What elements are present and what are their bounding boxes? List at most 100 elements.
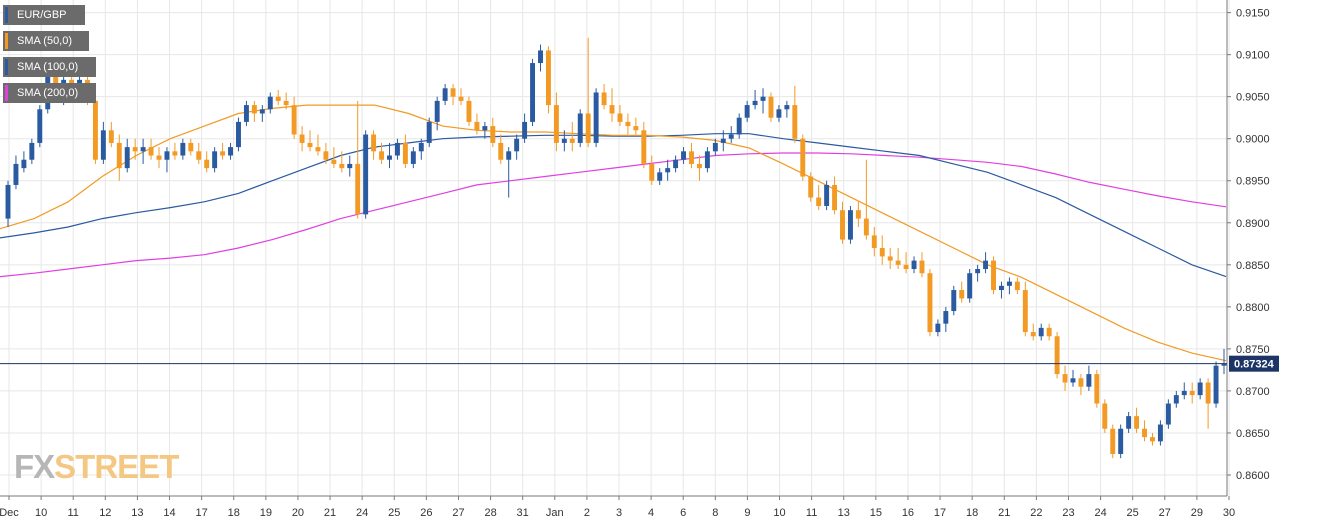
candle-body [37,109,43,143]
candle-body [394,142,400,156]
candle-body [704,151,710,169]
candle-body [879,248,885,257]
x-tick-label: 27 [1159,507,1171,519]
candle-body [339,163,345,169]
candle-body [347,163,353,169]
candle-body [243,105,249,122]
candle-body [943,311,949,324]
x-tick-label: 31 [517,507,529,519]
candle-body [601,92,607,106]
x-tick-label: 25 [1127,507,1139,519]
candle-body [379,151,385,160]
candle-body [466,100,472,122]
candle-body [919,260,925,274]
candle-body [13,163,19,185]
candle-body [538,50,543,64]
x-tick-label: 20 [292,507,304,519]
x-tick-label: 9 [744,507,750,519]
candle-body [681,151,687,160]
candle-body [132,147,138,152]
candle-body [911,260,917,270]
candle-body [951,290,957,312]
y-tick-label: 0.8900 [1236,218,1270,230]
candle-body [148,147,154,156]
candle-body [315,147,321,152]
candle-body [402,142,408,164]
y-tick-label: 0.8650 [1236,428,1270,440]
candle-body [1157,424,1163,442]
candle-body [887,256,893,261]
candle-body [863,218,869,236]
candle-body [641,130,647,164]
candle-body [228,147,233,156]
candle-body [442,88,448,101]
candle-body [1142,428,1147,438]
candle-body [625,121,631,127]
candle-body [1078,378,1084,387]
candle-body [1118,428,1124,454]
x-tick-label: 16 [902,507,914,519]
legend-item-sma100: SMA (100,0) [3,57,96,77]
x-tick-label: 30 [1223,507,1235,519]
candle-body [116,142,122,169]
x-tick-label: 28 [484,507,496,519]
candle-body [545,50,551,106]
x-tick-label: 4 [648,507,654,519]
candle-body [1022,290,1028,333]
candle-body [450,88,456,97]
candle-body [784,105,790,110]
candle-body [720,138,726,143]
candle-body [530,63,536,122]
candle-body [363,134,369,215]
candle-body [1038,327,1044,337]
candle-body [609,105,615,114]
candle-body [180,142,186,156]
candle-body [1165,403,1171,425]
candle-body [1006,281,1012,286]
candle-body [212,151,218,169]
candle-body [156,155,162,160]
candle-body [1030,332,1036,337]
current-price-group: 0.87324 [0,355,1279,372]
y-tick-label: 0.8600 [1236,470,1270,482]
x-tick-label: 17 [196,507,208,519]
sma-50-line [0,104,1227,362]
candle-body [816,197,822,206]
candle-body [92,100,98,160]
x-tick-label: 19 [260,507,272,519]
x-tick-label: 23 [1062,507,1074,519]
candle-body [1086,374,1092,387]
candle-body [840,210,845,240]
candle-body [164,151,170,160]
candle-body [522,121,528,139]
axes: 0.9150 0.9100 0.9050 0.9000 0.8950 0.8900 0.88… [0,0,1270,519]
candle-body [506,151,512,160]
candle-body [1213,365,1219,404]
candle-body [1150,437,1155,442]
candle-body [673,159,679,169]
x-tick-label: 22 [1030,507,1042,519]
candle-body [1205,382,1211,404]
legend-item-sma50: SMA (50,0) [3,31,89,51]
candle-body [21,159,27,169]
fxstreet-logo: FXSTREET [14,447,179,487]
candle-body [172,151,178,156]
candle-body [498,142,504,160]
legend-swatch-sma100 [5,59,8,75]
x-tick-label: 21 [324,507,336,519]
candle-body [426,121,432,143]
candle-body [251,105,257,114]
candle-body [847,210,853,240]
candle-body [482,126,488,131]
candle-body [307,142,313,148]
candle-body [585,113,591,143]
y-tick-label: 0.9050 [1236,92,1270,104]
candle-body [728,134,734,139]
candle-body [5,184,11,219]
x-tick-label: 24 [356,507,368,519]
candle-body [236,121,241,148]
y-tick-label: 0.9000 [1236,134,1270,146]
candle-body [1046,327,1052,337]
candle-body [267,96,273,110]
candle-body [410,151,416,164]
